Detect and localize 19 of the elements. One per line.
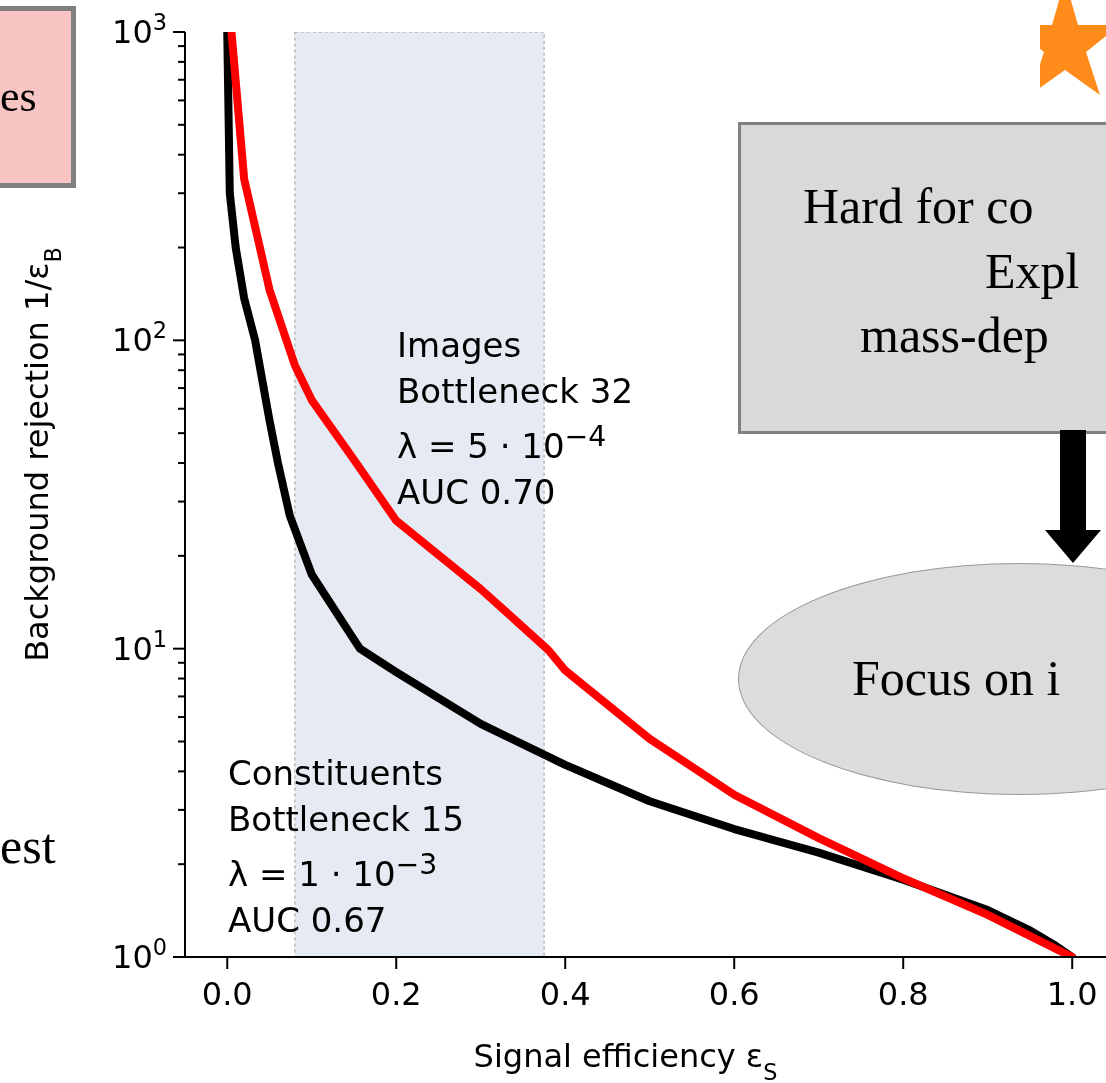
x-tick-label: 0.6: [708, 975, 760, 1013]
x-tick-label: 0.8: [877, 975, 929, 1013]
text: es: [0, 72, 37, 122]
x-tick-label: 0.0: [201, 975, 253, 1013]
x-axis-title: Signal efficiency ε$_{S}$: [473, 1037, 778, 1083]
y-tick-label: 10$^{2}$: [112, 317, 167, 360]
annotation: Hard for co: [803, 178, 1034, 234]
annotation: Images Bottleneck 32 λ = 5 · 10$^{−4}$ AUC 0.70: [397, 324, 634, 515]
text: est: [0, 818, 56, 874]
x-tick-label: 0.4: [539, 975, 591, 1013]
y-tick-label: 10$^{1}$: [112, 625, 167, 668]
annotation: Focus on i: [852, 650, 1061, 706]
annotation: mass-dep: [860, 307, 1049, 363]
annotation: Constituents Bottleneck 15 λ = 1 · 10$^{−3}$ AUC 0.67: [228, 752, 465, 943]
x-tick-label: 0.2: [370, 975, 422, 1013]
y-tick-label: 10$^{0}$: [112, 934, 167, 976]
x-tick-label: 1.0: [1046, 975, 1098, 1013]
annotation: Expl: [985, 243, 1080, 299]
y-tick-label: 10$^{3}$: [112, 9, 167, 51]
